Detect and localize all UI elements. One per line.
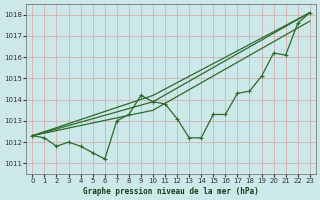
X-axis label: Graphe pression niveau de la mer (hPa): Graphe pression niveau de la mer (hPa) <box>83 187 259 196</box>
